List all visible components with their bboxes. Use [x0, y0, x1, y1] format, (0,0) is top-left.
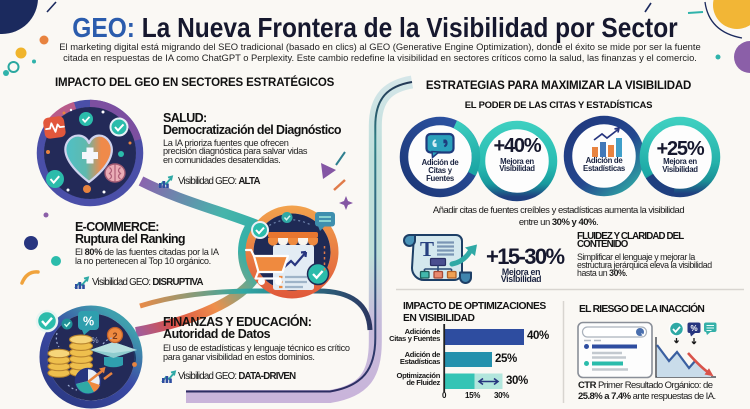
svg-text:%: % — [91, 336, 98, 345]
svg-text:%: % — [690, 324, 697, 333]
svg-text:T: T — [420, 237, 434, 261]
svg-text:2: 2 — [112, 331, 117, 341]
svg-text:%: % — [83, 315, 94, 329]
